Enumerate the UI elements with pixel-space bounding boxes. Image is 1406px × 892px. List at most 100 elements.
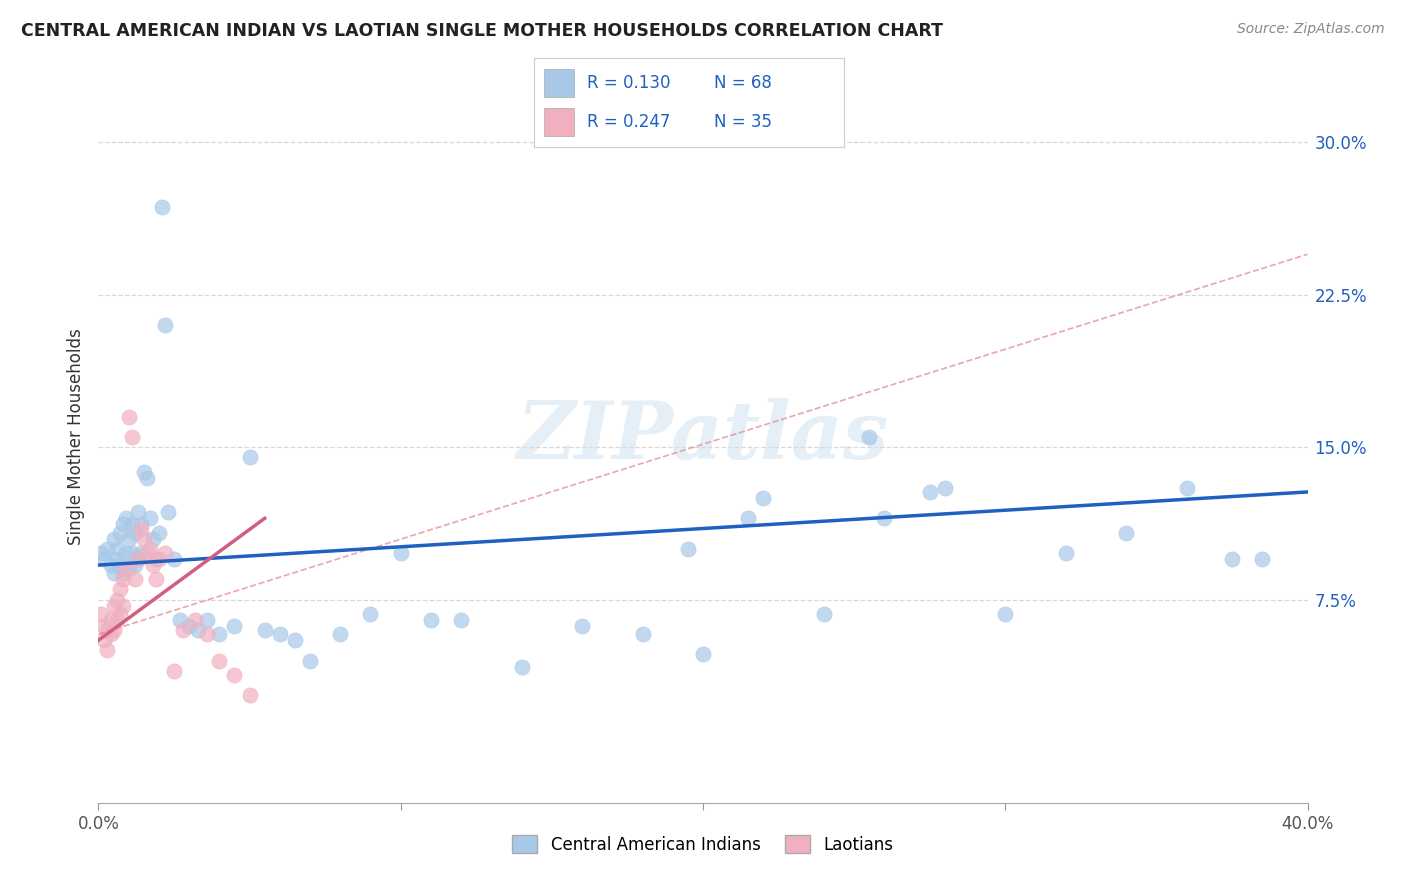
Point (129, 546, 152, 560)
Text: R = 0.130: R = 0.130 (586, 74, 671, 92)
Point (858, 430, 880, 444)
Point (118, 409, 141, 424)
Point (1115, 525, 1137, 540)
Point (114, 546, 136, 560)
Point (105, 541, 128, 556)
Point (132, 532, 155, 546)
Point (1220, 552, 1243, 566)
Point (90, 546, 112, 560)
Point (1054, 546, 1077, 560)
Point (111, 517, 134, 532)
Point (114, 562, 136, 576)
Point (105, 552, 128, 566)
Point (153, 318, 176, 333)
Point (103, 623, 125, 637)
Text: Source: ZipAtlas.com: Source: ZipAtlas.com (1237, 22, 1385, 37)
Point (121, 546, 143, 560)
Point (93, 619, 115, 633)
Point (121, 517, 143, 532)
Text: R = 0.247: R = 0.247 (586, 113, 671, 131)
Point (93, 552, 115, 566)
Point (1175, 481, 1198, 495)
Point (934, 481, 956, 495)
Point (139, 541, 162, 556)
Point (571, 619, 593, 633)
Point (96, 623, 118, 637)
Point (510, 659, 533, 673)
Point (389, 546, 412, 560)
Point (118, 562, 141, 576)
Point (93, 633, 115, 648)
Point (269, 627, 291, 641)
Point (114, 511, 136, 525)
Point (100, 613, 122, 627)
Point (103, 566, 125, 581)
Point (96, 643, 118, 657)
Point (105, 592, 128, 607)
Point (108, 525, 131, 540)
Point (752, 491, 775, 505)
Point (103, 532, 125, 546)
Point (111, 566, 134, 581)
Point (108, 558, 131, 573)
Point (150, 201, 173, 215)
Point (163, 552, 186, 566)
Point (918, 485, 941, 500)
Point (105, 613, 128, 627)
Point (108, 582, 131, 597)
Point (224, 667, 246, 682)
Point (239, 688, 262, 702)
Point (132, 465, 155, 479)
Point (135, 471, 157, 485)
Point (239, 450, 262, 465)
Text: N = 68: N = 68 (714, 74, 772, 92)
Point (253, 623, 276, 637)
Point (127, 552, 149, 566)
Point (187, 623, 209, 637)
Point (135, 546, 157, 560)
Point (111, 572, 134, 586)
Point (299, 654, 322, 668)
Point (169, 613, 191, 627)
Point (994, 607, 1017, 621)
Point (96, 541, 118, 556)
Point (195, 627, 218, 641)
Text: CENTRAL AMERICAN INDIAN VS LAOTIAN SINGLE MOTHER HOUSEHOLDS CORRELATION CHART: CENTRAL AMERICAN INDIAN VS LAOTIAN SINGL… (21, 22, 943, 40)
Point (184, 613, 207, 627)
Point (100, 627, 122, 641)
Point (124, 558, 146, 573)
Point (179, 619, 201, 633)
Point (118, 532, 141, 546)
Point (108, 607, 131, 621)
Point (127, 552, 149, 566)
Point (153, 546, 176, 560)
Point (129, 521, 152, 535)
Point (129, 517, 152, 532)
Text: N = 35: N = 35 (714, 113, 772, 131)
Point (124, 572, 146, 586)
Point (145, 572, 167, 586)
Point (208, 654, 231, 668)
Point (208, 627, 231, 641)
Point (139, 511, 162, 525)
Point (224, 619, 246, 633)
Point (450, 613, 472, 627)
Point (284, 633, 307, 648)
Point (172, 623, 194, 637)
Point (148, 552, 170, 566)
Legend: Central American Indians, Laotians: Central American Indians, Laotians (506, 829, 900, 860)
Point (124, 525, 146, 540)
Point (121, 430, 143, 444)
Y-axis label: Single Mother Households: Single Mother Households (66, 329, 84, 545)
Point (813, 607, 835, 621)
Point (127, 505, 149, 519)
Text: ZIPatlas: ZIPatlas (517, 399, 889, 475)
Point (163, 664, 186, 678)
Point (329, 627, 352, 641)
Point (873, 511, 896, 525)
Point (90, 607, 112, 621)
Point (692, 648, 714, 662)
Point (195, 613, 218, 627)
Point (142, 532, 165, 546)
Point (100, 558, 122, 573)
